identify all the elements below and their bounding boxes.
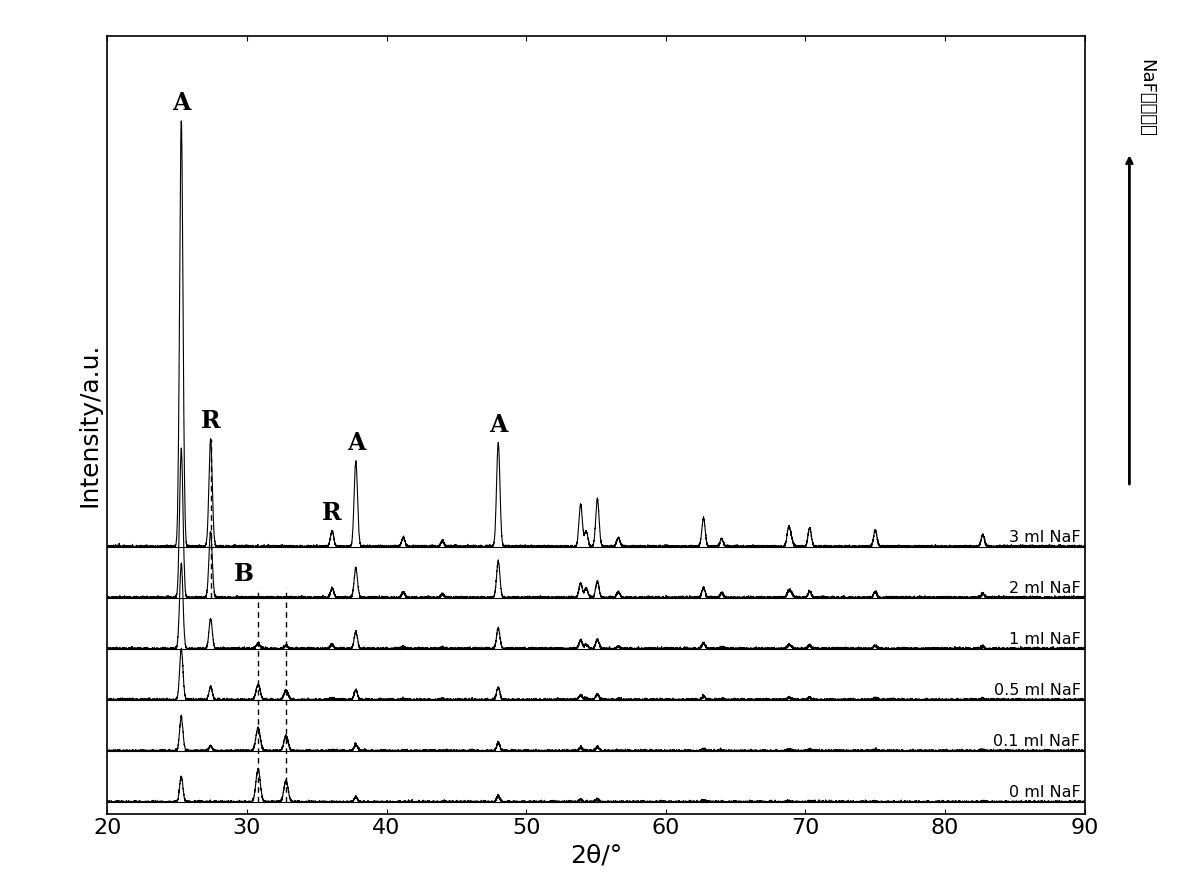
X-axis label: 2θ/°: 2θ/°: [570, 844, 622, 868]
Text: 0.1 ml NaF: 0.1 ml NaF: [993, 734, 1080, 749]
Text: 3 ml NaF: 3 ml NaF: [1008, 530, 1080, 545]
Text: 0 ml NaF: 0 ml NaF: [1008, 786, 1080, 800]
Text: NaF用量增加: NaF用量增加: [1137, 59, 1155, 137]
Text: 2 ml NaF: 2 ml NaF: [1008, 581, 1080, 596]
Text: A: A: [172, 91, 191, 115]
Text: R: R: [200, 409, 221, 433]
Text: B: B: [234, 562, 254, 586]
Text: 0.5 ml NaF: 0.5 ml NaF: [993, 683, 1080, 698]
Text: A: A: [489, 413, 508, 437]
Y-axis label: Intensity/a.u.: Intensity/a.u.: [77, 342, 101, 507]
Text: 1 ml NaF: 1 ml NaF: [1008, 632, 1080, 647]
Text: R: R: [322, 501, 342, 525]
Text: A: A: [347, 431, 365, 455]
